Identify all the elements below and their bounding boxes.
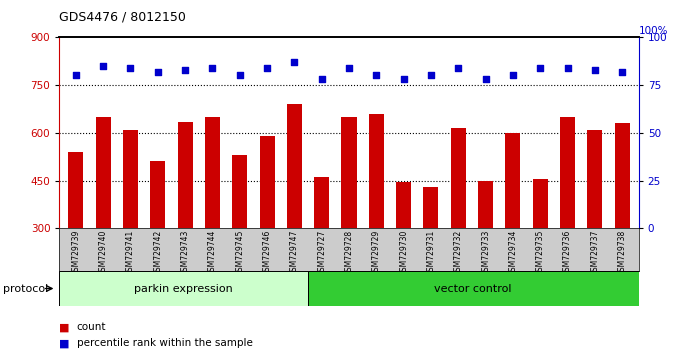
Point bbox=[371, 73, 382, 78]
Text: GSM729741: GSM729741 bbox=[126, 230, 135, 276]
Point bbox=[125, 65, 136, 70]
Text: GSM729745: GSM729745 bbox=[235, 230, 244, 276]
Text: count: count bbox=[77, 322, 106, 332]
Text: GSM729735: GSM729735 bbox=[536, 230, 545, 276]
Point bbox=[98, 63, 109, 69]
Point bbox=[398, 76, 409, 82]
Text: protocol: protocol bbox=[3, 284, 48, 293]
Bar bbox=[615, 123, 630, 228]
Text: ■: ■ bbox=[59, 322, 70, 332]
Bar bbox=[478, 181, 493, 228]
Text: vector control: vector control bbox=[434, 284, 512, 293]
Point bbox=[562, 65, 573, 70]
Text: GSM729744: GSM729744 bbox=[208, 230, 217, 276]
Point bbox=[617, 69, 628, 74]
Point bbox=[152, 69, 163, 74]
Bar bbox=[59, 271, 308, 306]
Text: GSM729730: GSM729730 bbox=[399, 230, 408, 276]
Bar bbox=[505, 133, 521, 228]
Bar bbox=[560, 117, 575, 228]
Bar bbox=[308, 271, 639, 306]
Bar bbox=[424, 187, 438, 228]
Bar bbox=[341, 117, 357, 228]
Text: GSM729727: GSM729727 bbox=[317, 230, 326, 276]
Point bbox=[480, 76, 491, 82]
Text: 100%: 100% bbox=[639, 26, 668, 36]
Text: GDS4476 / 8012150: GDS4476 / 8012150 bbox=[59, 11, 186, 24]
Text: GSM729746: GSM729746 bbox=[262, 230, 272, 276]
Point bbox=[425, 73, 436, 78]
Text: GSM729747: GSM729747 bbox=[290, 230, 299, 276]
Point bbox=[343, 65, 355, 70]
Point bbox=[316, 76, 327, 82]
Point bbox=[589, 67, 600, 73]
Text: GSM729732: GSM729732 bbox=[454, 230, 463, 276]
Bar bbox=[68, 152, 83, 228]
Point bbox=[262, 65, 273, 70]
Text: GSM729729: GSM729729 bbox=[372, 230, 381, 276]
Text: GSM729733: GSM729733 bbox=[481, 230, 490, 276]
Text: GSM729738: GSM729738 bbox=[618, 230, 627, 276]
Bar bbox=[232, 155, 247, 228]
Bar bbox=[314, 177, 329, 228]
Text: GSM729736: GSM729736 bbox=[563, 230, 572, 276]
Text: parkin expression: parkin expression bbox=[134, 284, 233, 293]
Text: GSM729743: GSM729743 bbox=[181, 230, 190, 276]
Bar bbox=[369, 114, 384, 228]
Text: percentile rank within the sample: percentile rank within the sample bbox=[77, 338, 253, 348]
Bar bbox=[260, 136, 274, 228]
Text: GSM729742: GSM729742 bbox=[153, 230, 162, 276]
Point bbox=[179, 67, 191, 73]
Bar bbox=[451, 128, 466, 228]
Point bbox=[234, 73, 245, 78]
Text: GSM729740: GSM729740 bbox=[98, 230, 107, 276]
Point bbox=[70, 73, 81, 78]
Bar bbox=[205, 117, 220, 228]
Point bbox=[207, 65, 218, 70]
Bar bbox=[396, 182, 411, 228]
Bar bbox=[150, 161, 165, 228]
Point bbox=[289, 59, 300, 65]
Text: GSM729734: GSM729734 bbox=[508, 230, 517, 276]
Text: GSM729731: GSM729731 bbox=[426, 230, 436, 276]
Text: ■: ■ bbox=[59, 338, 70, 348]
Text: GSM729739: GSM729739 bbox=[71, 230, 80, 276]
Point bbox=[535, 65, 546, 70]
Bar bbox=[177, 122, 193, 228]
Bar bbox=[123, 130, 138, 228]
Text: GSM729737: GSM729737 bbox=[591, 230, 600, 276]
Bar bbox=[287, 104, 302, 228]
Text: GSM729728: GSM729728 bbox=[345, 230, 353, 276]
Bar bbox=[96, 117, 110, 228]
Bar bbox=[588, 130, 602, 228]
Point bbox=[507, 73, 519, 78]
Bar bbox=[533, 179, 548, 228]
Point bbox=[453, 65, 464, 70]
